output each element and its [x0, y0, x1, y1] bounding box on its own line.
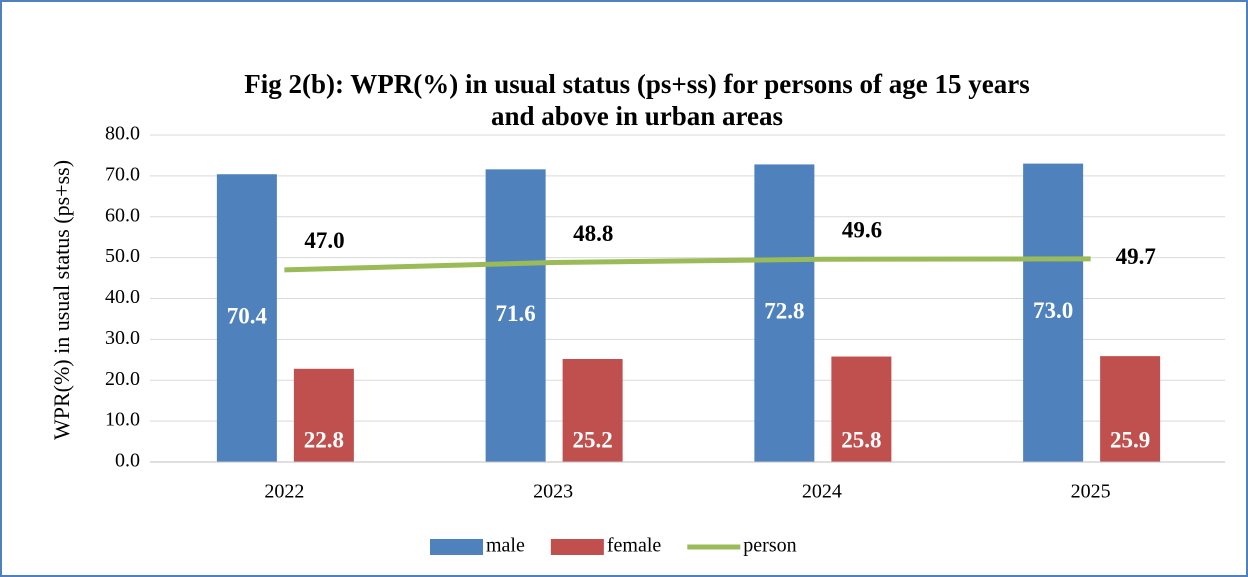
- y-tick-label: 20.0: [105, 368, 140, 390]
- bar: [562, 358, 623, 462]
- bar: [293, 368, 354, 462]
- bar: [485, 169, 546, 462]
- bar: [831, 356, 892, 462]
- y-tick-label: 0.0: [115, 450, 140, 472]
- y-tick-label: 30.0: [105, 327, 140, 349]
- bar: [754, 164, 815, 462]
- y-tick-label: 40.0: [105, 286, 140, 308]
- data-label: 72.8: [764, 298, 804, 323]
- y-tick-label: 70.0: [105, 163, 140, 185]
- legend-label: person: [743, 535, 796, 557]
- data-label: 49.7: [1116, 244, 1156, 269]
- data-label: 25.8: [841, 427, 881, 452]
- x-tick-label: 2022: [264, 481, 304, 503]
- legend-label: female: [607, 535, 662, 557]
- data-label: 71.6: [496, 301, 536, 326]
- chart-title: Fig 2(b): WPR(%) in usual status (ps+ss)…: [244, 69, 1029, 99]
- y-tick-label: 60.0: [105, 204, 140, 226]
- data-label: 70.4: [227, 303, 268, 328]
- data-label: 25.9: [1110, 427, 1150, 452]
- legend-swatch: [550, 539, 604, 555]
- y-tick-label: 80.0: [105, 123, 140, 145]
- chart-subtitle: and above in urban areas: [491, 101, 783, 131]
- y-tick-label: 50.0: [105, 245, 140, 267]
- x-tick-label: 2025: [1071, 481, 1111, 503]
- bar: [1100, 356, 1161, 462]
- legend-swatch: [430, 539, 483, 555]
- x-tick-label: 2023: [533, 481, 573, 503]
- data-label: 22.8: [304, 427, 344, 452]
- legend-label: male: [486, 535, 525, 557]
- bar: [216, 174, 277, 463]
- data-label: 49.6: [842, 218, 882, 243]
- data-label: 48.8: [573, 221, 613, 246]
- data-label: 47.0: [304, 228, 344, 253]
- data-label: 25.2: [573, 427, 613, 452]
- y-axis-title: WPR(%) in usual status (ps+ss): [49, 160, 74, 440]
- x-tick-label: 2024: [802, 481, 842, 503]
- y-tick-label: 10.0: [105, 409, 140, 431]
- bar: [1023, 163, 1084, 463]
- line: [284, 256, 1091, 273]
- data-label: 73.0: [1033, 298, 1073, 323]
